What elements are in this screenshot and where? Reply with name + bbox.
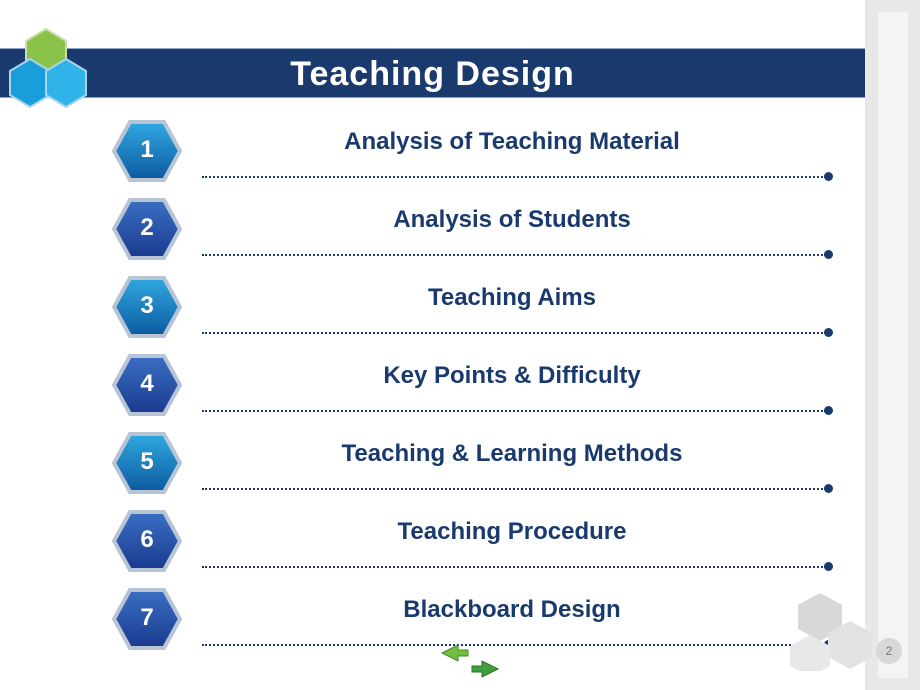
dotted-line xyxy=(202,644,826,646)
line-end-dot xyxy=(824,406,833,415)
page-number: 2 xyxy=(876,638,902,664)
decor-hex-group xyxy=(790,591,880,676)
item-label: Analysis of Students xyxy=(202,206,822,234)
item-label: Analysis of Teaching Material xyxy=(202,128,822,156)
list-item: 3 Teaching Aims xyxy=(112,276,842,354)
list-item: 6 Teaching Procedure xyxy=(112,510,842,588)
item-number: 5 xyxy=(112,432,182,492)
dotted-line xyxy=(202,488,826,490)
slide-title: Teaching Design xyxy=(0,49,865,99)
line-end-dot xyxy=(824,562,833,571)
title-bar: Teaching Design xyxy=(0,48,865,98)
item-label: Blackboard Design xyxy=(202,596,822,624)
dotted-line xyxy=(202,332,826,334)
line-end-dot xyxy=(824,172,833,181)
list-item: 2 Analysis of Students xyxy=(112,198,842,276)
logo-hex-blue-right xyxy=(44,58,88,108)
item-number: 2 xyxy=(112,198,182,258)
item-number: 7 xyxy=(112,588,182,648)
line-end-dot xyxy=(824,484,833,493)
nav-arrows xyxy=(440,645,500,684)
arrow-left-icon xyxy=(442,645,468,661)
item-label: Teaching & Learning Methods xyxy=(202,440,822,468)
item-label: Teaching Aims xyxy=(202,284,822,312)
item-number: 4 xyxy=(112,354,182,414)
dotted-line xyxy=(202,566,826,568)
dotted-line xyxy=(202,254,826,256)
item-number: 6 xyxy=(112,510,182,570)
right-sidebar-inner xyxy=(878,12,908,678)
dotted-line xyxy=(202,176,826,178)
item-label: Teaching Procedure xyxy=(202,518,822,546)
item-number: 3 xyxy=(112,276,182,336)
line-end-dot xyxy=(824,328,833,337)
list-item: 5 Teaching & Learning Methods xyxy=(112,432,842,510)
items-list: 1 Analysis of Teaching Material 2 Analysis… xyxy=(112,120,842,658)
line-end-dot xyxy=(824,250,833,259)
dotted-line xyxy=(202,410,826,412)
list-item: 4 Key Points & Difficulty xyxy=(112,354,842,432)
item-label: Key Points & Difficulty xyxy=(202,362,822,390)
arrow-right-icon xyxy=(472,661,498,677)
list-item: 1 Analysis of Teaching Material xyxy=(112,120,842,198)
item-number: 1 xyxy=(112,120,182,180)
